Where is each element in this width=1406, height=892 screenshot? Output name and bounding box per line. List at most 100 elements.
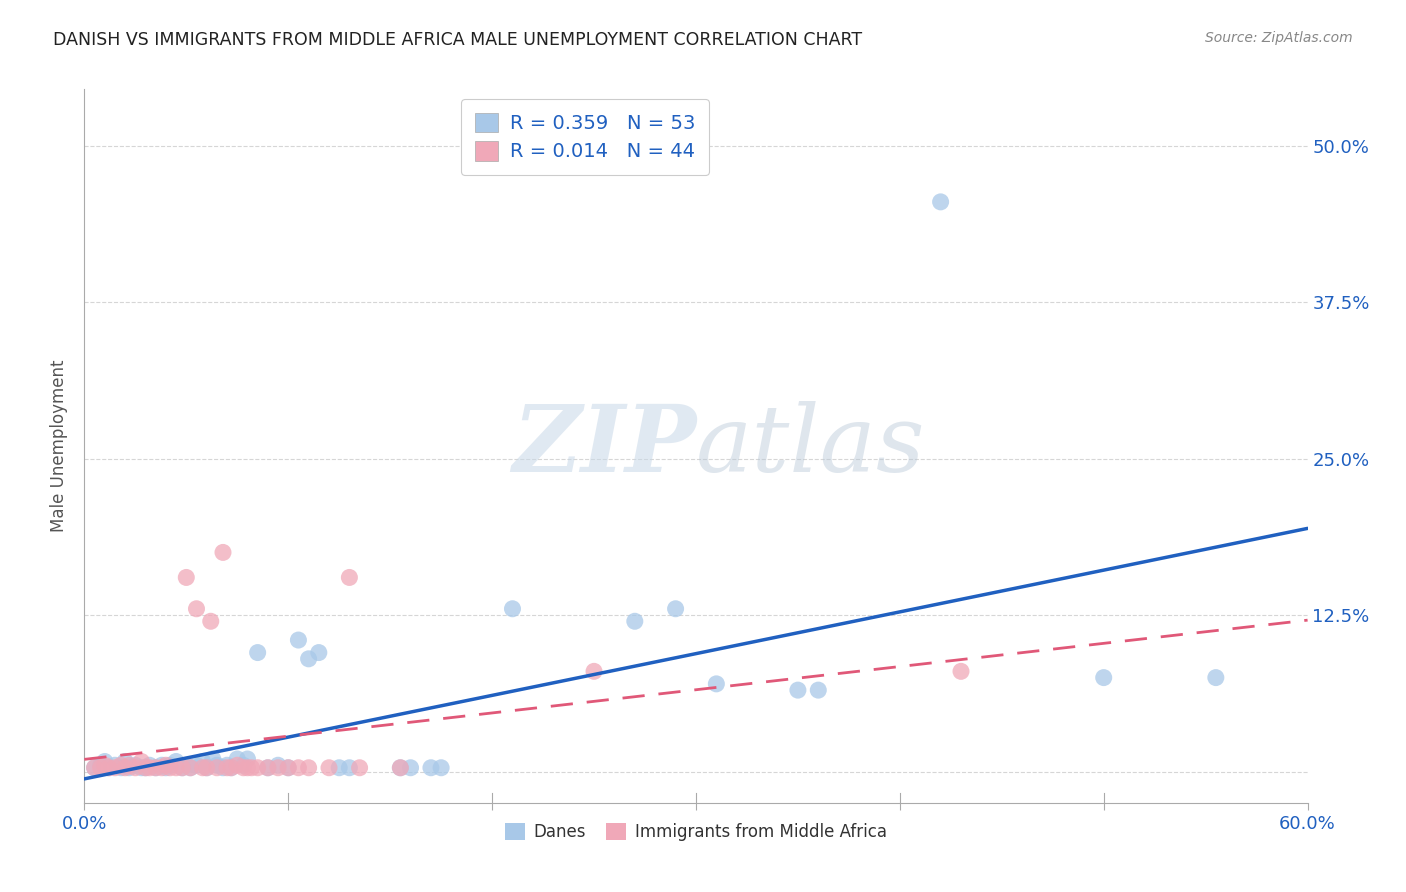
Point [114, 761, 136, 775]
Point [217, 758, 239, 772]
Point [217, 761, 239, 775]
Point [83, 761, 105, 775]
Point [118, 761, 141, 775]
Point [267, 758, 290, 772]
Point [131, 755, 153, 769]
Point [114, 755, 136, 769]
Point [172, 761, 194, 775]
Point [110, 758, 132, 772]
Point [118, 758, 141, 772]
Point [155, 761, 177, 775]
Point [124, 758, 146, 772]
Point [159, 761, 181, 775]
Point [226, 752, 249, 766]
Point [277, 761, 299, 775]
Point [212, 761, 235, 775]
Text: DANISH VS IMMIGRANTS FROM MIDDLE AFRICA MALE UNEMPLOYMENT CORRELATION CHART: DANISH VS IMMIGRANTS FROM MIDDLE AFRICA … [53, 31, 862, 49]
Point [257, 761, 280, 775]
Y-axis label: Male Unemployment: Male Unemployment [51, 359, 69, 533]
Point [287, 633, 309, 648]
Point [90, 761, 112, 775]
Point [93, 758, 115, 772]
Point [191, 755, 214, 769]
Point [1205, 671, 1227, 685]
Point [165, 755, 187, 769]
Point [135, 761, 157, 775]
Text: atlas: atlas [696, 401, 925, 491]
Point [267, 761, 290, 775]
Point [135, 761, 157, 775]
Point [124, 761, 146, 775]
Point [787, 683, 810, 698]
Point [298, 761, 321, 775]
Point [389, 761, 412, 775]
Point [179, 761, 201, 775]
Point [929, 194, 952, 209]
Point [277, 761, 299, 775]
Point [232, 761, 254, 775]
Point [186, 601, 208, 615]
Point [138, 761, 160, 775]
Point [104, 758, 127, 772]
Point [236, 761, 259, 775]
Point [950, 665, 973, 679]
Point [257, 761, 280, 775]
Point [205, 758, 228, 772]
Point [150, 758, 173, 772]
Point [240, 761, 263, 775]
Point [328, 761, 350, 775]
Text: ZIP: ZIP [512, 401, 696, 491]
Point [195, 761, 218, 775]
Point [186, 758, 208, 772]
Point [174, 570, 197, 584]
Point [339, 570, 361, 584]
Point [706, 677, 728, 691]
Point [90, 758, 112, 772]
Point [430, 761, 453, 775]
Point [83, 761, 105, 775]
Point [502, 601, 524, 615]
Point [287, 761, 309, 775]
Point [219, 761, 242, 775]
Point [583, 665, 606, 679]
Point [195, 761, 218, 775]
Point [145, 761, 167, 775]
Legend: Danes, Immigrants from Middle Africa: Danes, Immigrants from Middle Africa [499, 816, 893, 848]
Point [318, 761, 340, 775]
Point [145, 761, 167, 775]
Point [131, 761, 153, 775]
Point [179, 761, 201, 775]
Point [172, 761, 194, 775]
Point [236, 752, 259, 766]
Point [205, 761, 228, 775]
Point [155, 758, 177, 772]
Point [1092, 671, 1115, 685]
Point [665, 601, 688, 615]
Point [389, 761, 412, 775]
Point [226, 758, 249, 772]
Point [212, 545, 235, 559]
Point [138, 758, 160, 772]
Point [174, 758, 197, 772]
Point [219, 761, 242, 775]
Point [110, 761, 132, 775]
Point [339, 761, 361, 775]
Point [399, 761, 422, 775]
Point [159, 758, 181, 772]
Point [246, 646, 269, 660]
Point [232, 758, 254, 772]
Point [104, 761, 127, 775]
Point [97, 761, 120, 775]
Point [191, 761, 214, 775]
Point [201, 752, 224, 766]
Point [93, 755, 115, 769]
Point [150, 761, 173, 775]
Point [298, 652, 321, 666]
Point [624, 614, 647, 628]
Text: Source: ZipAtlas.com: Source: ZipAtlas.com [1205, 31, 1353, 45]
Point [246, 761, 269, 775]
Point [200, 614, 222, 628]
Point [349, 761, 371, 775]
Point [308, 646, 330, 660]
Point [807, 683, 830, 698]
